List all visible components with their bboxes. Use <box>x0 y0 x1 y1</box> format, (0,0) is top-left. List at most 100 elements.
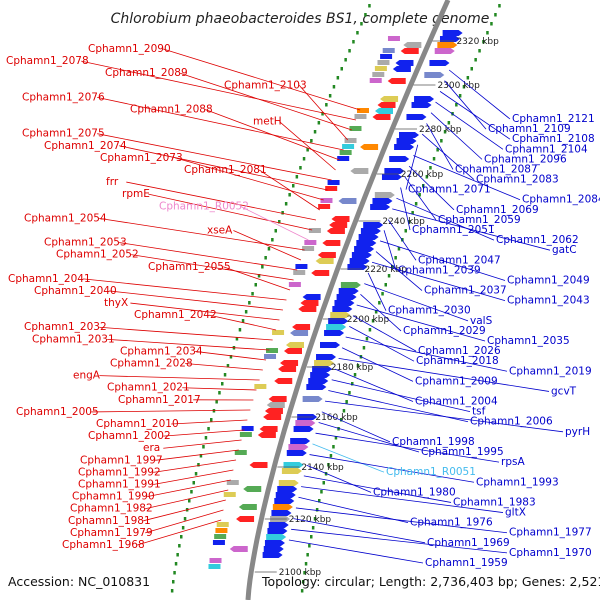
left-gene-label[interactable]: Cphamn1_2090 <box>88 43 171 55</box>
left-gene-label[interactable]: thyX <box>104 297 128 309</box>
right-gene-label[interactable]: valS <box>470 315 493 327</box>
right-gene-label[interactable]: Cphamn1_1983 <box>453 496 536 508</box>
gene-arrow-right <box>340 282 361 288</box>
tick-dot <box>192 481 195 485</box>
right-gene-label[interactable]: Cphamn1_2026 <box>418 345 501 357</box>
right-gene-label[interactable]: Cphamn1_1998 <box>392 436 475 448</box>
right-gene-label[interactable]: Cphamn1_2059 <box>438 214 521 226</box>
left-gene-label[interactable]: Cphamn1_2074 <box>44 140 127 152</box>
left-gene-label[interactable]: Cphamn1_2073 <box>100 152 183 164</box>
right-gene-label[interactable]: Cphamn1_2108 <box>512 133 595 145</box>
right-gene-label[interactable]: Cphamn1_1959 <box>425 557 508 569</box>
right-gene-label[interactable]: Cphamn1_2039 <box>398 264 481 276</box>
right-leader-line <box>448 69 511 120</box>
left-gene-label[interactable]: Cphamn1_1997 <box>80 454 163 466</box>
right-gene-label[interactable]: tsf <box>472 406 486 418</box>
right-gene-label[interactable]: Cphamn1_2084 <box>522 194 600 206</box>
right-gene-label[interactable]: Cphamn1_1993 <box>476 476 559 488</box>
left-leader-line <box>145 489 229 510</box>
right-gene-label[interactable]: Cphamn1_2037 <box>424 285 507 297</box>
right-leader-line <box>371 261 506 302</box>
left-gene-label[interactable]: frr <box>106 176 119 188</box>
right-gene-label[interactable]: Cphamn1_2004 <box>415 396 498 408</box>
left-gene-label[interactable]: Cphamn1_1968 <box>62 539 145 551</box>
right-gene-label[interactable]: Cphamn1_2035 <box>487 335 570 347</box>
gene-arrow-right <box>320 342 341 348</box>
left-gene-label[interactable]: Cphamn1_1982 <box>70 503 153 515</box>
right-gene-label[interactable]: Cphamn1_2109 <box>488 123 571 135</box>
left-gene-label[interactable]: Cphamn1_2032 <box>24 321 107 333</box>
right-gene-label[interactable]: Cphamn1_2009 <box>415 375 498 387</box>
right-gene-label[interactable]: gltX <box>505 507 526 519</box>
left-gene-label[interactable]: Cphamn1_2055 <box>148 261 231 273</box>
left-gene-label[interactable]: Cphamn1_1979 <box>70 527 153 539</box>
left-gene-label[interactable]: Cphamn1_2089 <box>105 67 188 79</box>
right-gene-label[interactable]: Cphamn1_2104 <box>505 143 588 155</box>
left-gene-label[interactable]: Cphamn1_R0052 <box>159 200 249 212</box>
left-gene-label[interactable]: Cphamn1_1992 <box>78 466 161 478</box>
left-gene-label[interactable]: metH <box>253 116 282 128</box>
right-gene-label[interactable]: Cphamn1_2043 <box>507 295 590 307</box>
right-leader-line <box>338 358 550 392</box>
right-gene-label[interactable]: Cphamn1_2069 <box>456 204 539 216</box>
left-gene-label[interactable]: Cphamn1_1991 <box>78 479 161 491</box>
left-gene-label[interactable]: Cphamn1_2081 <box>184 164 267 176</box>
right-gene-label[interactable]: Cphamn1_R0051 <box>386 466 476 478</box>
left-gene-label[interactable]: Cphamn1_2017 <box>118 394 201 406</box>
left-gene-label[interactable]: Cphamn1_2053 <box>44 237 127 249</box>
left-gene-label[interactable]: Cphamn1_2103 <box>224 79 307 91</box>
left-gene-label[interactable]: engA <box>73 370 101 382</box>
tick-dot <box>345 400 348 404</box>
right-gene-label[interactable]: Cphamn1_2096 <box>484 153 567 165</box>
left-gene-label[interactable]: Cphamn1_2028 <box>110 358 193 370</box>
right-gene-label[interactable]: Cphamn1_1980 <box>373 486 456 498</box>
right-gene-label[interactable]: gcvT <box>551 385 577 397</box>
left-gene-label[interactable]: Cphamn1_2010 <box>96 418 179 430</box>
left-gene-label[interactable]: Cphamn1_2034 <box>120 345 203 357</box>
tick-dot <box>199 454 203 458</box>
right-gene-label[interactable]: rpsA <box>501 456 525 468</box>
right-gene-label[interactable]: Cphamn1_1970 <box>509 547 592 559</box>
left-gene-label[interactable]: Cphamn1_2002 <box>88 430 171 442</box>
right-gene-label[interactable]: Cphamn1_2087 <box>455 163 538 175</box>
right-gene-label[interactable]: Cphamn1_1976 <box>410 517 493 529</box>
right-gene-label[interactable]: Cphamn1_2071 <box>408 184 491 196</box>
right-gene-label[interactable]: Cphamn1_2030 <box>388 305 471 317</box>
left-gene-label[interactable]: Cphamn1_1981 <box>68 515 151 527</box>
tick-dot <box>238 328 242 332</box>
right-gene-label[interactable]: Cphamn1_2047 <box>418 254 501 266</box>
left-gene-label[interactable]: Cphamn1_2005 <box>16 406 99 418</box>
left-gene-label[interactable]: Cphamn1_2088 <box>130 103 213 115</box>
right-gene-label[interactable]: Cphamn1_2051 <box>412 224 495 236</box>
right-gene-label[interactable]: Cphamn1_1995 <box>421 446 504 458</box>
left-gene-label[interactable]: xseA <box>207 224 233 236</box>
left-gene-label[interactable]: rpmE <box>122 188 150 200</box>
left-gene-label[interactable]: Cphamn1_2052 <box>56 249 139 261</box>
left-gene-label[interactable]: Cphamn1_2042 <box>134 309 217 321</box>
right-gene-label[interactable]: Cphamn1_2019 <box>509 365 592 377</box>
right-gene-label[interactable]: Cphamn1_2006 <box>470 416 553 428</box>
right-gene-label[interactable]: pyrH <box>565 426 590 438</box>
left-leader-line <box>126 181 317 221</box>
left-gene-label[interactable]: Cphamn1_2031 <box>32 333 115 345</box>
left-gene-label[interactable]: Cphamn1_2041 <box>8 273 91 285</box>
tick-dot <box>248 301 251 305</box>
left-gene-label[interactable]: Cphamn1_2075 <box>22 128 105 140</box>
right-gene-label[interactable]: Cphamn1_2062 <box>496 234 579 246</box>
right-gene-label[interactable]: Cphamn1_2121 <box>512 113 595 125</box>
right-gene-label[interactable]: Cphamn1_1969 <box>427 537 510 549</box>
left-gene-label[interactable]: Cphamn1_2076 <box>22 91 105 103</box>
right-gene-label[interactable]: Cphamn1_1977 <box>509 527 592 539</box>
right-gene-label[interactable]: Cphamn1_2018 <box>416 355 499 367</box>
left-gene-label[interactable]: Cphamn1_2021 <box>107 382 190 394</box>
right-gene-label[interactable]: Cphamn1_2083 <box>476 174 559 186</box>
right-gene-label[interactable]: Cphamn1_2029 <box>403 325 486 337</box>
right-gene-label[interactable]: Cphamn1_2049 <box>507 274 590 286</box>
left-gene-label[interactable]: Cphamn1_2040 <box>34 285 117 297</box>
left-gene-label[interactable]: Cphamn1_2054 <box>24 212 107 224</box>
left-gene-label[interactable]: Cphamn1_2078 <box>6 55 89 67</box>
left-gene-label[interactable]: Cphamn1_1990 <box>72 491 155 503</box>
left-gene-label[interactable]: era <box>143 442 160 454</box>
right-gene-label[interactable]: gatC <box>552 244 577 256</box>
left-leader-line <box>171 419 248 425</box>
